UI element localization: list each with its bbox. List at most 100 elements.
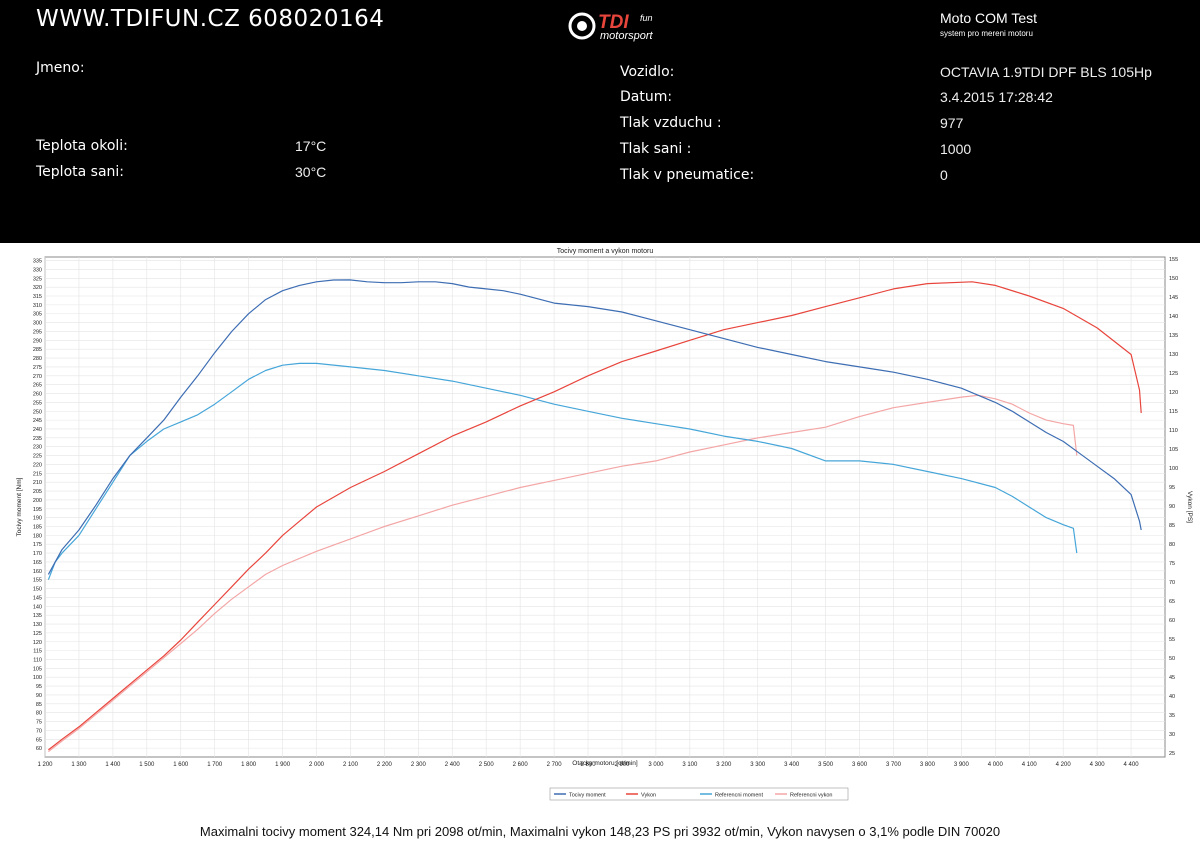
- left-tick-label: 210: [33, 480, 42, 486]
- left-tick-label: 275: [33, 365, 42, 371]
- chart-title: Tocivy moment a vykon motoru: [557, 248, 654, 255]
- left-tick-label: 315: [33, 294, 42, 300]
- series-line-ref-moment: [47, 362, 1078, 580]
- left-tick-label: 265: [33, 383, 42, 389]
- x-tick-label: 4 100: [1022, 762, 1038, 768]
- right-tick-label: 50: [1169, 656, 1175, 662]
- left-tick-label: 100: [33, 675, 42, 681]
- left-tick-label: 330: [33, 267, 42, 273]
- left-tick-label: 85: [36, 702, 42, 708]
- left-tick-label: 60: [36, 746, 42, 752]
- x-tick-label: 2 000: [309, 762, 325, 768]
- right-tick-label: 85: [1169, 523, 1175, 529]
- x-tick-label: 3 600: [852, 762, 868, 768]
- plot-area: [44, 256, 1166, 758]
- x-tick-label: 2 900: [614, 762, 630, 768]
- x-tick-label: 2 800: [581, 762, 597, 768]
- left-tick-label: 335: [33, 259, 42, 265]
- left-tick-label: 65: [36, 737, 42, 743]
- x-axis-label: Otacky motoru [ot/min]: [572, 760, 638, 767]
- left-tick-label: 150: [33, 587, 42, 593]
- x-tick-label: 2 100: [343, 762, 359, 768]
- left-tick-label: 285: [33, 347, 42, 353]
- x-tick-label: 4 300: [1090, 762, 1106, 768]
- right-tick-label: 145: [1169, 295, 1178, 301]
- left-tick-label: 310: [33, 303, 42, 309]
- series-line-vykon: [48, 281, 1142, 751]
- left-tick-label: 75: [36, 720, 42, 726]
- left-tick-label: 125: [33, 631, 42, 637]
- legend-label: Tocivy moment: [569, 793, 606, 799]
- left-tick-label: 155: [33, 578, 42, 584]
- name-label: Jmeno:: [36, 60, 85, 76]
- left-tick-label: 260: [33, 392, 42, 398]
- right-tick-label: 110: [1169, 428, 1178, 434]
- right-tick-label: 140: [1169, 314, 1178, 320]
- x-tick-label: 2 700: [547, 762, 563, 768]
- right-tick-label: 75: [1169, 561, 1175, 567]
- x-tick-label: 1 600: [173, 762, 189, 768]
- left-tick-label: 220: [33, 462, 42, 468]
- left-tick-label: 250: [33, 409, 42, 415]
- x-tick-label: 1 900: [275, 762, 291, 768]
- left-tick-label: 235: [33, 436, 42, 442]
- right-tick-label: 40: [1169, 694, 1175, 700]
- right-tick-label: 80: [1169, 542, 1175, 548]
- vehicle-value: OCTAVIA 1.9TDI DPF BLS 105Hp: [940, 64, 1152, 80]
- x-tick-label: 4 000: [988, 762, 1004, 768]
- right-tick-label: 130: [1169, 352, 1178, 358]
- x-axis-ticks: 1 200 1 300 1 400 1 500 1 600 1 700 1 800 1 900…: [37, 762, 1139, 768]
- grid: [44, 257, 1165, 757]
- date-label: Datum:: [620, 89, 673, 105]
- left-tick-label: 215: [33, 471, 42, 477]
- left-tick-label: 195: [33, 507, 42, 513]
- right-tick-label: 100: [1169, 466, 1178, 472]
- left-tick-label: 230: [33, 445, 42, 451]
- report-header: WWW.TDIFUN.CZ 608020164 TDI fun motorspo…: [0, 0, 1200, 243]
- website-title: WWW.TDIFUN.CZ 608020164: [36, 6, 385, 32]
- left-tick-label: 110: [33, 657, 42, 663]
- ambient-temp-value: 17°C: [295, 138, 327, 154]
- x-tick-label: 3 700: [886, 762, 902, 768]
- left-tick-label: 130: [33, 622, 42, 628]
- left-tick-label: 140: [33, 604, 42, 610]
- left-tick-label: 290: [33, 338, 42, 344]
- legend-box: [549, 787, 849, 801]
- right-tick-label: 120: [1169, 390, 1178, 396]
- left-axis-label: Tocivy moment [Nm]: [16, 477, 23, 536]
- ambient-temp-label: Teplota okoli:: [36, 138, 128, 154]
- left-tick-label: 325: [33, 276, 42, 282]
- x-tick-label: 2 500: [479, 762, 495, 768]
- right-tick-label: 105: [1169, 447, 1178, 453]
- left-tick-label: 90: [36, 693, 42, 699]
- left-tick-label: 320: [33, 285, 42, 291]
- left-tick-label: 185: [33, 525, 42, 531]
- x-tick-label: 4 200: [1056, 762, 1072, 768]
- left-tick-label: 135: [33, 613, 42, 619]
- left-tick-label: 300: [33, 321, 42, 327]
- x-tick-label: 4 400: [1124, 762, 1140, 768]
- x-tick-label: 2 200: [377, 762, 393, 768]
- left-tick-label: 190: [33, 516, 42, 522]
- test-title: Moto COM Test: [940, 10, 1037, 26]
- right-tick-label: 45: [1169, 675, 1175, 681]
- x-tick-label: 1 200: [37, 762, 53, 768]
- left-tick-label: 175: [33, 542, 42, 548]
- legend-label: Referencni vykon: [790, 793, 833, 799]
- left-tick-label: 70: [36, 728, 42, 734]
- x-tick-label: 3 800: [920, 762, 936, 768]
- tire-pressure-value: 0: [940, 167, 948, 183]
- right-tick-label: 65: [1169, 599, 1175, 605]
- test-subtitle: system pro mereni motoru: [940, 29, 1033, 38]
- left-tick-label: 205: [33, 489, 42, 495]
- right-tick-label: 115: [1169, 409, 1178, 415]
- tdifun-logo: TDI fun motorsport: [568, 12, 654, 42]
- right-tick-label: 30: [1169, 732, 1175, 738]
- x-tick-label: 1 300: [71, 762, 87, 768]
- left-tick-label: 200: [33, 498, 42, 504]
- right-tick-label: 155: [1169, 257, 1178, 263]
- series-line-moment: [47, 279, 1142, 575]
- x-tick-label: 1 400: [105, 762, 121, 768]
- date-value: 3.4.2015 17:28:42: [940, 89, 1053, 105]
- x-tick-label: 3 900: [954, 762, 970, 768]
